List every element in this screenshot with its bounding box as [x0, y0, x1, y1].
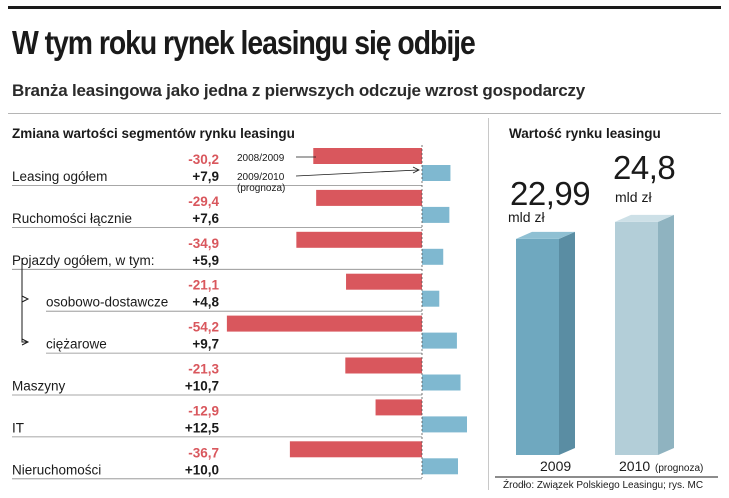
page-subtitle: Branża leasingowa jako jedna z pierwszyc… [12, 81, 586, 100]
column-top [516, 231, 575, 239]
column-side [658, 214, 674, 455]
legend-arrow [412, 166, 420, 174]
column-front [516, 238, 559, 455]
column-side [559, 231, 575, 455]
value-label-2009-2010: +9,7 [192, 337, 219, 352]
subcategory-arrow [21, 338, 30, 346]
value-label-2008-2009: -29,4 [188, 194, 219, 209]
value-label-2009-2010: +7,6 [192, 211, 219, 226]
value-label-2009-2010: +10,0 [185, 462, 219, 477]
category-label: IT [12, 420, 24, 435]
column-unit-label: mld zł [508, 209, 545, 225]
category-label: Ruchomości łącznie [12, 211, 132, 226]
column-front [615, 221, 658, 455]
value-label-2008-2009: -21,3 [188, 362, 219, 377]
column-value-label: 24,8 [613, 149, 675, 186]
bar-2009-2010 [422, 332, 457, 349]
category-label: Maszyny [12, 379, 66, 394]
value-label-2008-2009: -36,7 [188, 445, 219, 460]
bar-2008-2009 [375, 399, 422, 416]
section-divider [488, 118, 489, 490]
market-chart-title: Wartość rynku leasingu [509, 126, 661, 141]
value-label-2009-2010: +10,7 [185, 379, 219, 394]
bar-2008-2009 [346, 273, 422, 290]
column-category-label: 2010 [619, 458, 650, 474]
category-label: Nieruchomości [12, 462, 101, 477]
category-label: Pojazdy ogółem, w tym: [12, 253, 155, 268]
bar-2009-2010 [422, 248, 444, 265]
bar-2008-2009 [226, 315, 422, 332]
column-top [615, 214, 674, 222]
category-label: osobowo-dostawcze [46, 295, 168, 310]
bar-2009-2010 [422, 165, 451, 181]
bar-2009-2010 [422, 290, 440, 307]
subcategory-bracket [21, 258, 28, 343]
page-title: W tym roku rynek leasingu się odbije [12, 24, 476, 61]
bar-2008-2009 [313, 148, 422, 164]
bar-2009-2010 [422, 374, 461, 391]
value-label-2009-2010: +5,9 [192, 253, 219, 268]
value-label-2009-2010: +7,9 [192, 169, 219, 184]
category-label: ciężarowe [46, 337, 107, 352]
column-category-label: 2009 [540, 458, 571, 474]
legend-leader [295, 169, 419, 177]
bar-2009-2010 [422, 458, 458, 475]
bar-2009-2010 [422, 206, 450, 223]
bar-2008-2009 [345, 357, 422, 374]
top-rule [8, 6, 721, 9]
column-unit-label: mld zł [615, 189, 652, 205]
source-note: Źrodło: Związek Polskiego Leasingu; rys.… [503, 480, 704, 491]
value-label-2008-2009: -30,2 [188, 152, 219, 167]
value-label-2008-2009: -54,2 [188, 320, 219, 335]
value-label-2008-2009: -21,1 [188, 278, 219, 293]
header-divider [8, 113, 721, 114]
legend-2008-2009: 2008/2009 [237, 153, 285, 164]
legend-2009-2010: 2009/2010 [237, 172, 285, 183]
value-label-2009-2010: +12,5 [185, 420, 220, 435]
bar-2009-2010 [422, 416, 467, 433]
column-value-label: 22,99 [510, 175, 590, 212]
bar-2008-2009 [296, 231, 422, 248]
value-label-2008-2009: -12,9 [188, 403, 219, 418]
category-label: Leasing ogółem [12, 169, 107, 184]
legend-2009-2010-note: (prognoza) [237, 183, 285, 194]
column-category-note: (prognoza) [655, 463, 703, 474]
value-label-2008-2009: -34,9 [188, 236, 219, 251]
value-label-2009-2010: +4,8 [192, 295, 219, 310]
bar-2008-2009 [316, 189, 422, 206]
bar-2008-2009 [289, 441, 422, 458]
segments-chart-title: Zmiana wartości segmentów rynku leasingu [12, 126, 295, 141]
subcategory-arrow [21, 295, 30, 303]
